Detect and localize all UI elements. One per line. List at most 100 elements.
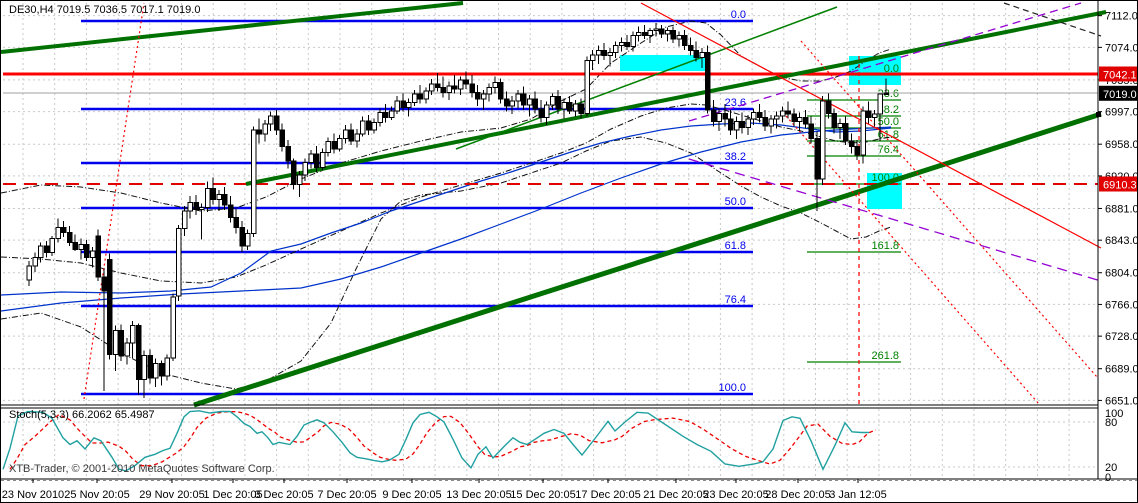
candle-body	[710, 109, 717, 123]
candle-body	[107, 258, 113, 356]
candle-body	[871, 113, 878, 118]
candle-body	[331, 141, 337, 150]
candle-body	[463, 79, 469, 85]
candle-body	[659, 28, 665, 35]
platform-watermark: XTB-Trader, © 2001-2010 MetaQuotes Softw…	[9, 463, 275, 475]
candle-body	[584, 60, 590, 114]
candle-body	[480, 93, 487, 100]
candle-body	[860, 110, 866, 156]
price-axis: 7112.07074.07035.06997.06958.06920.06881…	[1098, 11, 1137, 484]
stochastic	[2, 410, 877, 472]
highlight-rectangle	[620, 55, 710, 71]
candle-body	[400, 100, 406, 108]
candle-body	[825, 100, 832, 114]
date-tick-label: 3 Jan 12:05	[829, 489, 887, 501]
candle-body	[733, 121, 740, 131]
candle-body	[118, 329, 124, 357]
candle-body	[210, 187, 216, 200]
candle-body	[837, 122, 843, 128]
candle-body	[475, 91, 481, 100]
candle-body	[279, 129, 285, 148]
candle-body	[883, 92, 889, 95]
candle-body	[624, 41, 630, 48]
candle-body	[538, 108, 544, 118]
candle-body	[802, 116, 809, 125]
candle-body	[388, 110, 395, 118]
candle-body	[641, 31, 648, 37]
candle-body	[785, 110, 791, 115]
stoch-tick-label: 100	[1105, 408, 1123, 420]
candle-body	[498, 81, 504, 100]
purple-channel-lower	[688, 158, 1102, 282]
fib-level-label: 0.0	[731, 9, 746, 21]
candle-body	[779, 110, 786, 117]
price-badge-label: 7042.1	[1103, 70, 1137, 82]
date-tick-label: 7 Dec 20:05	[317, 489, 376, 501]
candle-body	[222, 193, 228, 206]
candle-body	[193, 202, 199, 210]
candle-body	[342, 129, 349, 139]
candle-body	[112, 329, 119, 356]
fib-level-label: 23.6	[725, 97, 746, 109]
candle-body	[728, 118, 734, 131]
stochastic-indicator-label: Stoch(5,3,3) 66.2062 65.4987	[9, 409, 155, 421]
candle-body	[394, 100, 400, 112]
candle-body	[135, 324, 142, 381]
candle-body	[66, 232, 73, 244]
candle-body	[739, 121, 745, 128]
candle-body	[164, 357, 170, 377]
candle-body	[158, 363, 165, 377]
candle-body	[687, 45, 694, 52]
price-tick-label: 6804.0	[1105, 268, 1137, 280]
black-dashed-topright	[1003, 2, 1102, 37]
steep-uptrend-dotted-left	[83, 2, 145, 400]
candle-body	[26, 265, 32, 281]
candle-body	[130, 324, 136, 344]
candle-body	[383, 111, 389, 118]
candle-body	[308, 153, 314, 164]
candle-body	[705, 51, 711, 111]
topleft-trend-line	[1, 1, 464, 54]
candle-body	[245, 232, 251, 247]
candle-body	[567, 101, 573, 112]
candle-body	[417, 93, 423, 100]
candle-body	[768, 118, 774, 127]
candle-body	[199, 207, 205, 210]
candle-body	[601, 50, 607, 57]
candle-body	[469, 83, 475, 93]
date-tick-label: 3 Dec 20:05	[254, 489, 313, 501]
date-tick-label: 9 Dec 20:05	[382, 489, 441, 501]
candle-body	[285, 146, 291, 162]
candles	[26, 23, 889, 398]
stoch-tick-label: 0	[1105, 472, 1111, 484]
price-tick-label: 6728.0	[1105, 331, 1137, 343]
candle-body	[814, 137, 820, 180]
date-tick-label: 13 Dec 20:05	[446, 489, 511, 501]
price-badge-label: 7019.0	[1103, 89, 1137, 101]
candle-body	[521, 93, 527, 106]
fib-level-label: 0.0	[884, 63, 899, 75]
price-badge-label: 6910.3	[1103, 180, 1137, 192]
steep-downtrend-dotted-1	[800, 40, 1098, 378]
candle-body	[503, 98, 510, 107]
price-badge	[1099, 176, 1137, 192]
candle-body	[239, 227, 245, 247]
candle-body	[630, 35, 636, 48]
price-badge	[1099, 66, 1137, 82]
stoch-signal-line	[9, 411, 877, 470]
candle-body	[848, 140, 855, 148]
candle-body	[256, 129, 262, 135]
price-tick-label: 6766.0	[1105, 299, 1137, 311]
candle-body	[440, 86, 446, 93]
candle-body	[532, 98, 538, 110]
candle-body	[216, 193, 222, 200]
candle-body	[170, 296, 176, 359]
candle-body	[124, 342, 130, 357]
candle-body	[78, 243, 84, 250]
date-tick-label: 15 Dec 20:05	[510, 489, 575, 501]
candle-body	[618, 41, 625, 47]
candle-body	[526, 98, 533, 106]
candle-body	[843, 122, 849, 142]
chart-title: DE30,H4 7019.5 7036.5 7017.1 7019.0	[9, 4, 201, 16]
